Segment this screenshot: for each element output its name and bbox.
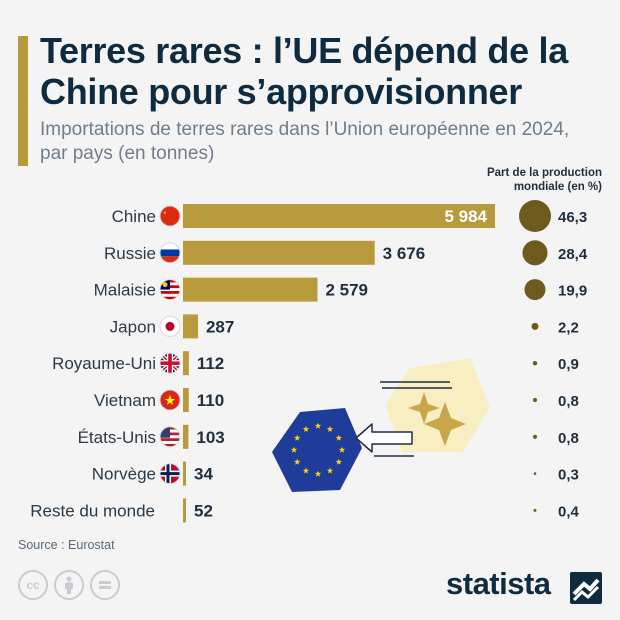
- chart-title: Terres rares : l’UE dépend de la Chine p…: [40, 30, 568, 112]
- category-label: Royaume-Uni: [52, 354, 156, 373]
- share-bubble: [533, 508, 537, 512]
- share-column-header: Part de la production mondiale (en %): [486, 167, 602, 193]
- bar: [183, 277, 318, 302]
- bar-chart: Chine 5 984 46,3 Russie 3 676 28,4 Malaisie 2 5…: [30, 200, 588, 523]
- source-note: Source : Eurostat: [18, 538, 115, 552]
- value-label: 52: [194, 501, 213, 520]
- chart-row: Chine 5 984 46,3: [112, 200, 587, 232]
- russia-flag-icon: [159, 242, 181, 264]
- chart-subtitle: Importations de terres rares dans l’Unio…: [40, 119, 570, 164]
- bar: [183, 498, 186, 523]
- statista-brand: statista: [446, 566, 551, 601]
- share-bubble: [524, 279, 546, 301]
- category-label: Russie: [104, 244, 156, 263]
- share-bubble: [533, 472, 537, 475]
- share-bubble: [532, 360, 538, 366]
- bar: [183, 240, 375, 265]
- value-label: 34: [194, 465, 213, 484]
- share-bubble: [532, 434, 538, 439]
- chart-row: Vietnam 110 0,8: [94, 388, 579, 412]
- share-bubble: [519, 200, 551, 232]
- category-label: Reste du monde: [30, 501, 155, 520]
- uk-flag-icon: [159, 352, 181, 374]
- value-label: 103: [196, 428, 224, 447]
- category-label: Japon: [110, 317, 156, 336]
- bar: [183, 424, 189, 449]
- japan-flag-icon: [159, 315, 181, 337]
- title-accent-bar: [18, 36, 28, 166]
- chart-row: Royaume-Uni 112 0,9: [52, 351, 579, 376]
- category-label: Chine: [112, 207, 156, 226]
- bar: [183, 314, 198, 339]
- chart-row: Russie 3 676 28,4: [104, 240, 588, 266]
- usa-flag-icon: [159, 426, 181, 448]
- norway-flag-icon: [159, 463, 181, 485]
- bar: [183, 204, 495, 228]
- malaysia-flag-icon: [159, 279, 181, 301]
- equals-nd-icon: [90, 570, 120, 600]
- chart-row: Norvège 34 0,3: [92, 461, 579, 486]
- license-icons: cc: [18, 570, 120, 600]
- chart-row: États-Unis 103 0,8: [78, 424, 579, 449]
- statista-logo-icon: [570, 572, 602, 604]
- bar: [183, 351, 189, 376]
- share-label: 28,4: [558, 246, 588, 263]
- category-label: Norvège: [92, 465, 156, 484]
- chart-row: Japon 287 2,2: [110, 314, 579, 339]
- vietnam-flag-icon: [159, 389, 181, 411]
- share-label: 0,3: [558, 467, 579, 484]
- share-bubble: [531, 322, 539, 330]
- value-label: 3 676: [383, 244, 426, 263]
- share-bubble: [522, 240, 548, 266]
- bar: [183, 461, 186, 486]
- category-label: Malaisie: [94, 281, 156, 300]
- eu-flag-icon: [272, 408, 362, 492]
- chart-row: Malaisie 2 579 19,9: [94, 277, 587, 302]
- value-label: 2 579: [325, 281, 368, 300]
- chart-row: Reste du monde 52 0,4: [30, 498, 580, 523]
- value-label: 112: [197, 354, 224, 373]
- category-label: États-Unis: [78, 428, 156, 447]
- share-label: 0,8: [558, 393, 579, 410]
- china-flag-icon: [159, 205, 181, 227]
- cc-icon: cc: [18, 570, 48, 600]
- bar: [183, 388, 189, 412]
- share-label: 2,2: [558, 319, 579, 336]
- value-label: 110: [197, 391, 224, 410]
- value-label: 287: [206, 317, 234, 336]
- category-label: Vietnam: [94, 391, 156, 410]
- share-label: 19,9: [558, 283, 587, 300]
- arrow-left-icon: [355, 423, 414, 457]
- share-label: 0,9: [558, 356, 579, 373]
- share-label: 0,4: [558, 503, 580, 520]
- sparkle-icon: [380, 358, 490, 452]
- by-person-icon: [54, 570, 84, 600]
- share-label: 0,8: [558, 430, 579, 447]
- share-label: 46,3: [558, 209, 587, 226]
- share-bubble: [532, 397, 538, 403]
- value-label: 5 984: [444, 207, 487, 226]
